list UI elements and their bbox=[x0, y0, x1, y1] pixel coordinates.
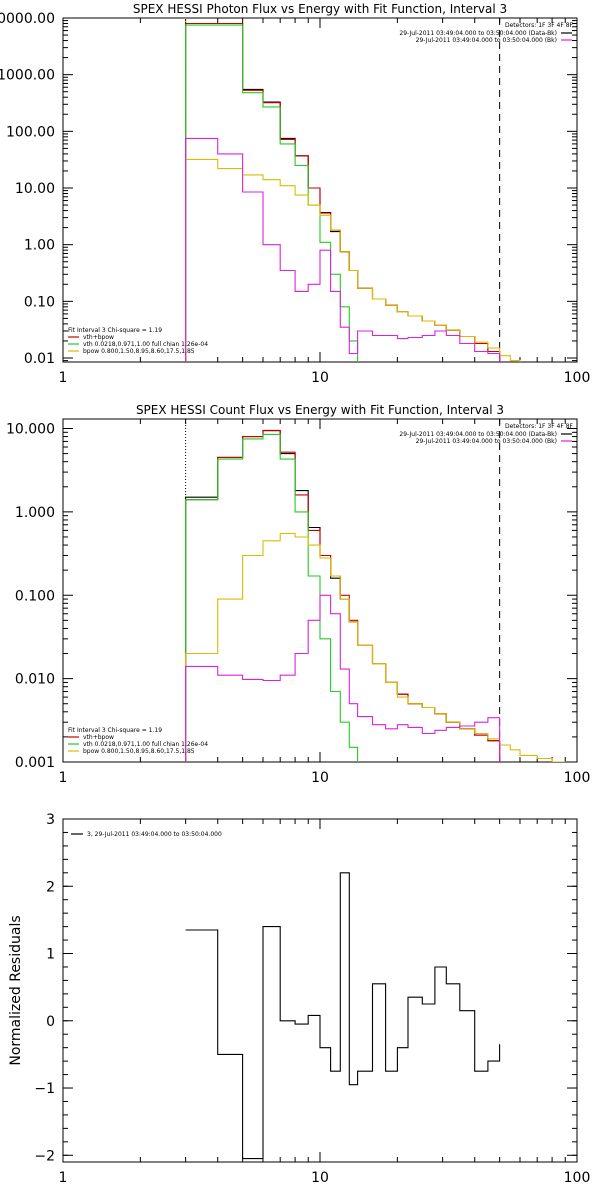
series-line-bpow bbox=[185, 158, 521, 362]
detectors-label: Detectors: 1F 3F 4F 8F bbox=[505, 423, 574, 430]
series-group bbox=[185, 429, 566, 762]
series-line-total bbox=[185, 872, 501, 1160]
x-tick-label: 100 bbox=[564, 770, 591, 786]
legend-right-entry: 29-Jul-2011 03:49:04.000 to 03:50:04.000… bbox=[416, 438, 557, 445]
series-line-vth bbox=[185, 24, 359, 362]
legend-left-entry: vth 0.0218,0.971,1.00 full chian 1.26e-0… bbox=[83, 341, 208, 348]
x-tick-label: 1 bbox=[59, 770, 68, 786]
series-line-bk bbox=[185, 137, 501, 362]
legend-right-entry: 29-Jul-2011 03:49:04.000 to 03:50:04.000… bbox=[416, 37, 557, 44]
y-tick-label: 0.10 bbox=[24, 294, 55, 310]
y-tick-label: 1.000 bbox=[15, 505, 55, 521]
series-line-bk bbox=[185, 594, 501, 762]
chart-panel-1: SPEX HESSI Photon Flux vs Energy with Fi… bbox=[0, 2, 590, 386]
fit-header-label: Fit Interval 3 Chi-square = 1.19 bbox=[68, 727, 162, 734]
y-tick-label: 10.000 bbox=[6, 422, 55, 438]
plot-frame bbox=[62, 818, 578, 1163]
y-tick-label: 0.100 bbox=[15, 588, 55, 604]
chart-title: SPEX HESSI Count Flux vs Energy with Fit… bbox=[136, 403, 504, 417]
series-line-fit_sum bbox=[185, 22, 501, 362]
series-group bbox=[185, 872, 501, 1160]
legend-top-entry: 3, 29-Jul-2011 03:49:04.000 to 03:50:04.… bbox=[87, 831, 222, 838]
series-group bbox=[185, 22, 521, 362]
x-tick-label: 1 bbox=[59, 1170, 68, 1186]
y-tick-label: 1 bbox=[46, 947, 55, 963]
y-tick-label: 0.01 bbox=[24, 351, 55, 367]
legend-left-entry: vth+bpow bbox=[83, 734, 114, 741]
chart-title: SPEX HESSI Photon Flux vs Energy with Fi… bbox=[133, 2, 507, 16]
fit-header-label: Fit Interval 3 Chi-square = 1.19 bbox=[68, 327, 162, 334]
y-tick-label: −1 bbox=[34, 1081, 55, 1097]
y-tick-label: 1000.00 bbox=[0, 68, 55, 84]
x-tick-label: 1 bbox=[59, 370, 68, 386]
legend-left-entry: vth+bpow bbox=[83, 334, 114, 341]
legend-right-entry: 29-Jul-2011 03:49:04.000 to 03:50:04.000… bbox=[399, 30, 557, 37]
detectors-label: Detectors: 1F 3F 4F 8F bbox=[505, 22, 574, 29]
x-tick-label: 100 bbox=[564, 1170, 591, 1186]
y-axis-label: Normalized Residuals bbox=[8, 915, 24, 1065]
y-tick-label: 100.00 bbox=[6, 124, 55, 140]
x-tick-label: 10 bbox=[311, 370, 329, 386]
y-tick-label: 0.010 bbox=[15, 672, 55, 688]
y-tick-label: 2 bbox=[46, 879, 55, 895]
series-line-vth bbox=[185, 433, 359, 762]
y-tick-label: 10.00 bbox=[15, 181, 55, 197]
y-tick-label: 1.00 bbox=[24, 238, 55, 254]
series-line-bpow bbox=[185, 532, 566, 762]
y-tick-label: −2 bbox=[34, 1148, 55, 1164]
legend-left-entry: bpow 0.800,1.50,8.95,8.60,17.5,1.85 bbox=[83, 748, 195, 755]
x-tick-label: 10 bbox=[311, 1170, 329, 1186]
legend-left-entry: bpow 0.800,1.50,8.95,8.60,17.5,1.85 bbox=[83, 348, 195, 355]
chart-panel-2: SPEX HESSI Count Flux vs Energy with Fit… bbox=[6, 403, 590, 786]
y-tick-label: 0 bbox=[46, 1014, 55, 1030]
y-tick-label: 0.001 bbox=[15, 755, 55, 771]
series-line-total bbox=[185, 22, 501, 362]
legend-left-entry: vth 0.0218,0.971,1.00 full chian 1.26e-0… bbox=[83, 741, 208, 748]
x-tick-label: 10 bbox=[311, 770, 329, 786]
y-tick-label: 3 bbox=[46, 812, 55, 828]
legend-right-entry: 29-Jul-2011 03:49:04.000 to 03:50:04.000… bbox=[399, 431, 557, 438]
x-tick-label: 100 bbox=[564, 370, 591, 386]
